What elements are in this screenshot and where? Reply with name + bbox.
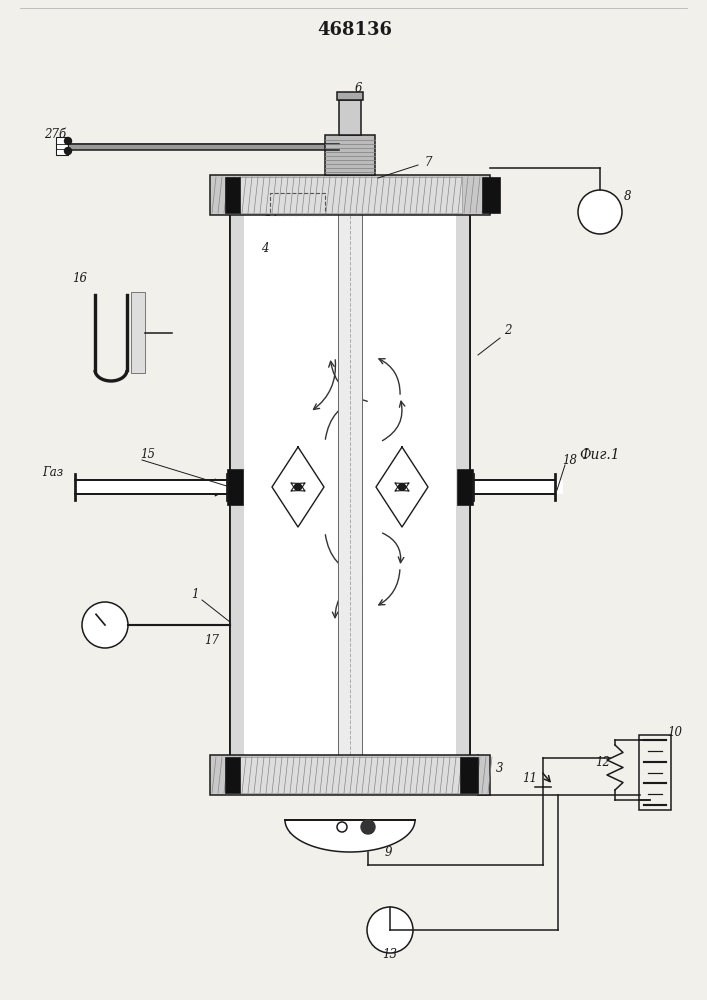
Bar xyxy=(210,755,490,795)
Bar xyxy=(270,193,325,215)
Text: 9: 9 xyxy=(384,846,392,858)
Bar xyxy=(482,177,500,213)
Circle shape xyxy=(64,147,71,154)
Bar xyxy=(225,757,240,793)
Text: 468136: 468136 xyxy=(317,21,392,39)
Bar xyxy=(225,177,240,213)
Text: 12: 12 xyxy=(595,756,611,768)
Circle shape xyxy=(82,602,128,648)
Bar xyxy=(456,195,470,760)
Bar xyxy=(325,135,375,175)
Bar xyxy=(460,757,478,793)
Bar xyxy=(473,480,563,494)
Text: 5: 5 xyxy=(288,824,296,836)
Bar xyxy=(65,143,339,150)
Bar xyxy=(210,175,490,215)
Text: 27б: 27б xyxy=(44,128,66,141)
Bar xyxy=(338,195,362,760)
Text: 15: 15 xyxy=(141,448,156,462)
Bar xyxy=(639,735,671,810)
Text: 17: 17 xyxy=(204,634,219,647)
Text: 2: 2 xyxy=(504,324,512,336)
Bar xyxy=(75,480,230,494)
Text: 1: 1 xyxy=(192,588,199,601)
Bar xyxy=(230,195,470,760)
Bar xyxy=(230,195,244,760)
Circle shape xyxy=(64,137,71,144)
Bar xyxy=(337,92,363,100)
Text: 11: 11 xyxy=(522,772,537,784)
Bar xyxy=(238,757,462,793)
Text: 6: 6 xyxy=(354,82,362,95)
Bar xyxy=(364,820,372,834)
Bar xyxy=(457,469,473,505)
Text: Газ: Газ xyxy=(42,466,63,479)
Text: 18: 18 xyxy=(563,454,578,466)
Circle shape xyxy=(361,820,375,834)
Bar xyxy=(56,137,68,155)
Text: 14: 14 xyxy=(264,206,279,219)
Polygon shape xyxy=(272,447,324,527)
Bar xyxy=(230,195,470,760)
Text: Фиг.1: Фиг.1 xyxy=(580,448,620,462)
Text: 7: 7 xyxy=(424,156,432,169)
Bar xyxy=(238,177,462,213)
Circle shape xyxy=(367,907,413,953)
Circle shape xyxy=(399,484,406,490)
Circle shape xyxy=(337,822,347,832)
Text: 4: 4 xyxy=(231,772,239,784)
Bar xyxy=(131,292,145,373)
Bar xyxy=(227,469,243,505)
Text: 4: 4 xyxy=(262,241,269,254)
Polygon shape xyxy=(376,447,428,527)
Text: 8: 8 xyxy=(624,190,632,202)
Text: 3: 3 xyxy=(496,762,504,774)
Polygon shape xyxy=(285,820,415,852)
Text: 10: 10 xyxy=(667,726,682,740)
Text: 13: 13 xyxy=(382,948,397,962)
Text: 16: 16 xyxy=(73,271,88,284)
Circle shape xyxy=(578,190,622,234)
Circle shape xyxy=(295,484,301,490)
Bar xyxy=(339,100,361,135)
